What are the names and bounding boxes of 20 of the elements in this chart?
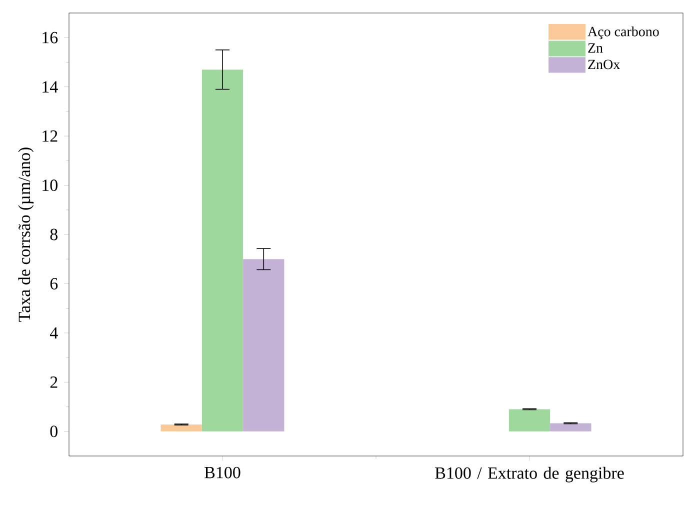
y-tick-label: 0	[50, 426, 58, 438]
y-tick-label: 14	[42, 81, 58, 92]
legend-label: ZnOx	[588, 60, 620, 70]
y-tick-label: 8	[50, 228, 58, 240]
y-tick-label: 12	[42, 130, 58, 142]
bar	[202, 70, 244, 432]
bar	[550, 423, 592, 432]
y-axis-title: Taxa de corrsão (µm/ano)	[18, 148, 34, 322]
legend-label: Zn	[588, 43, 603, 53]
x-tick-label: B100 / Extrato de gengibre	[435, 466, 624, 482]
x-tick-label: B100	[204, 466, 240, 478]
y-tick-label: 4	[50, 327, 58, 339]
bar	[160, 424, 202, 432]
y-tick-label: 2	[50, 376, 58, 388]
bar	[508, 409, 550, 432]
legend-label: Aço carbono	[588, 26, 659, 40]
y-tick-label: 16	[42, 32, 58, 44]
y-tick-label: 6	[50, 278, 58, 290]
y-tick-label: 10	[42, 180, 58, 192]
bar	[243, 259, 284, 432]
